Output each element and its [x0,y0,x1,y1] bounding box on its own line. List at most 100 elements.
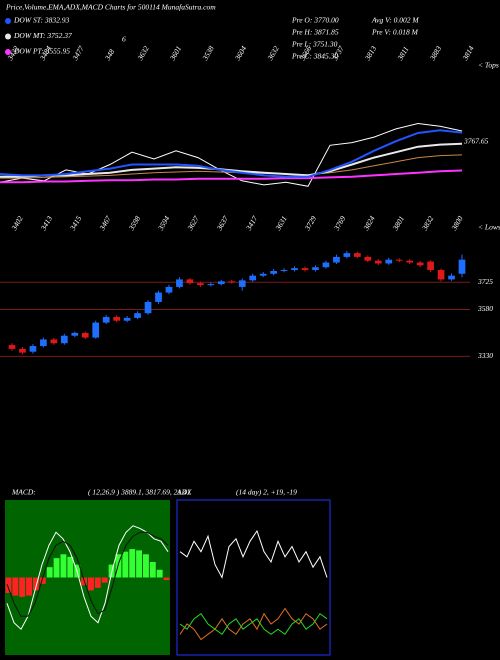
bottom-label: 3729 [302,214,318,233]
candle-body [270,270,277,274]
macd-bar [5,577,12,593]
macd-bar [88,577,94,591]
ema-line [0,129,463,178]
candle-body [92,322,100,338]
candle-body [165,286,173,293]
bottom-label: 3769 [332,214,348,233]
macd-panel [5,500,170,655]
macd-bar [46,567,53,578]
macd-bar [33,577,39,591]
candle-body [437,270,445,280]
adx-subtitle: (14 day) 2, +19, -19 [236,488,297,497]
top-label: 3477 [70,44,86,63]
candle-body [395,259,403,261]
macd-bar [129,549,136,578]
candle-body [228,281,236,283]
candle-body [50,339,58,344]
macd-bar [26,577,32,596]
page-title: Price,Volume,EMA,ADX,MACD Charts for 500… [5,3,216,12]
y-tick-label: 3330 [477,351,493,360]
tops-title: < Tops [478,61,499,70]
candle-body [217,281,225,285]
candle-body [301,268,309,271]
candle-body [123,317,131,321]
macd-subtitle: ( 12,26,9 ) 3889.1, 3817.69, 21.41 [88,488,191,497]
candle-body [322,262,330,268]
macd-bar [136,550,142,578]
top-label: 348 [102,47,116,62]
info-text: Pre H: 3871.85 [291,28,339,37]
macd-bar [12,577,19,596]
note: 6 [122,35,126,44]
legend-dot [5,33,11,40]
macd-bar [101,577,108,583]
macd-bar [156,569,163,578]
candle-body [406,260,414,263]
macd-bar [67,556,74,578]
lows-title: < Lows [478,223,500,232]
candle-body [458,259,466,274]
ema-line [0,142,463,178]
top-label: 3811 [395,45,411,63]
top-label: 3632 [265,44,281,63]
bottom-label: 3417 [244,214,260,233]
top-label: 3814 [460,44,476,63]
candle-body [29,346,37,352]
candle-body [385,259,393,264]
bottom-label: 3467 [97,214,113,233]
bottom-label: 3637 [214,214,230,233]
info-text: Pre C: 3845.30 [291,52,338,61]
top-label: 3813 [362,44,378,63]
top-label: 3604 [232,44,248,63]
adx-line [179,612,328,636]
bottom-label: 3800 [449,214,465,233]
candle-body [249,275,257,281]
info-text: Pre O: 3770.00 [291,16,339,25]
legend-dot [5,49,11,55]
legend-entry: DOW ST: 3832.93 [13,16,69,25]
bottom-label: 3413 [38,214,54,233]
candle-body [207,284,215,286]
candle-body [19,348,26,353]
ema-line [0,169,463,184]
top-label: 3632 [135,44,151,63]
candle-body [354,253,361,257]
top-label: 3601 [167,44,183,62]
macd-line [6,531,169,617]
candle-body [134,313,141,318]
macd-title: MACD: [11,488,36,497]
bottom-label: 3415 [68,214,84,233]
macd-bar [143,554,149,578]
candle-body [291,268,298,271]
top-label: 3883 [427,44,443,63]
bottom-label: 3627 [185,214,201,233]
candle-body [8,345,16,349]
bottom-label: 3801 [390,214,406,232]
info-text: Avg V: 0.002 M [371,16,419,25]
candle-body [280,270,288,272]
candle-body [81,332,89,338]
candle-body [176,279,183,287]
candle-body [238,280,246,287]
ema-line [0,154,463,179]
candle-body [71,332,79,336]
bottom-label: 3824 [361,214,377,233]
candle-body [333,256,340,263]
candle-body [343,253,351,257]
adx-line [179,607,328,641]
bottom-label: 3631 [273,214,289,232]
bottom-label: 3598 [126,214,142,233]
adx-line [179,529,328,579]
y-tick-label: 3725 [477,277,493,286]
adx-panel [176,499,331,656]
top-label: 3538 [200,44,216,63]
macd-bar [39,577,46,584]
candle-body [60,335,68,344]
macd-bar [53,558,60,578]
candle-body [144,301,152,314]
candle-body [102,316,110,323]
candle-body [155,292,162,302]
candle-body [113,316,120,321]
candle-body [364,256,372,261]
